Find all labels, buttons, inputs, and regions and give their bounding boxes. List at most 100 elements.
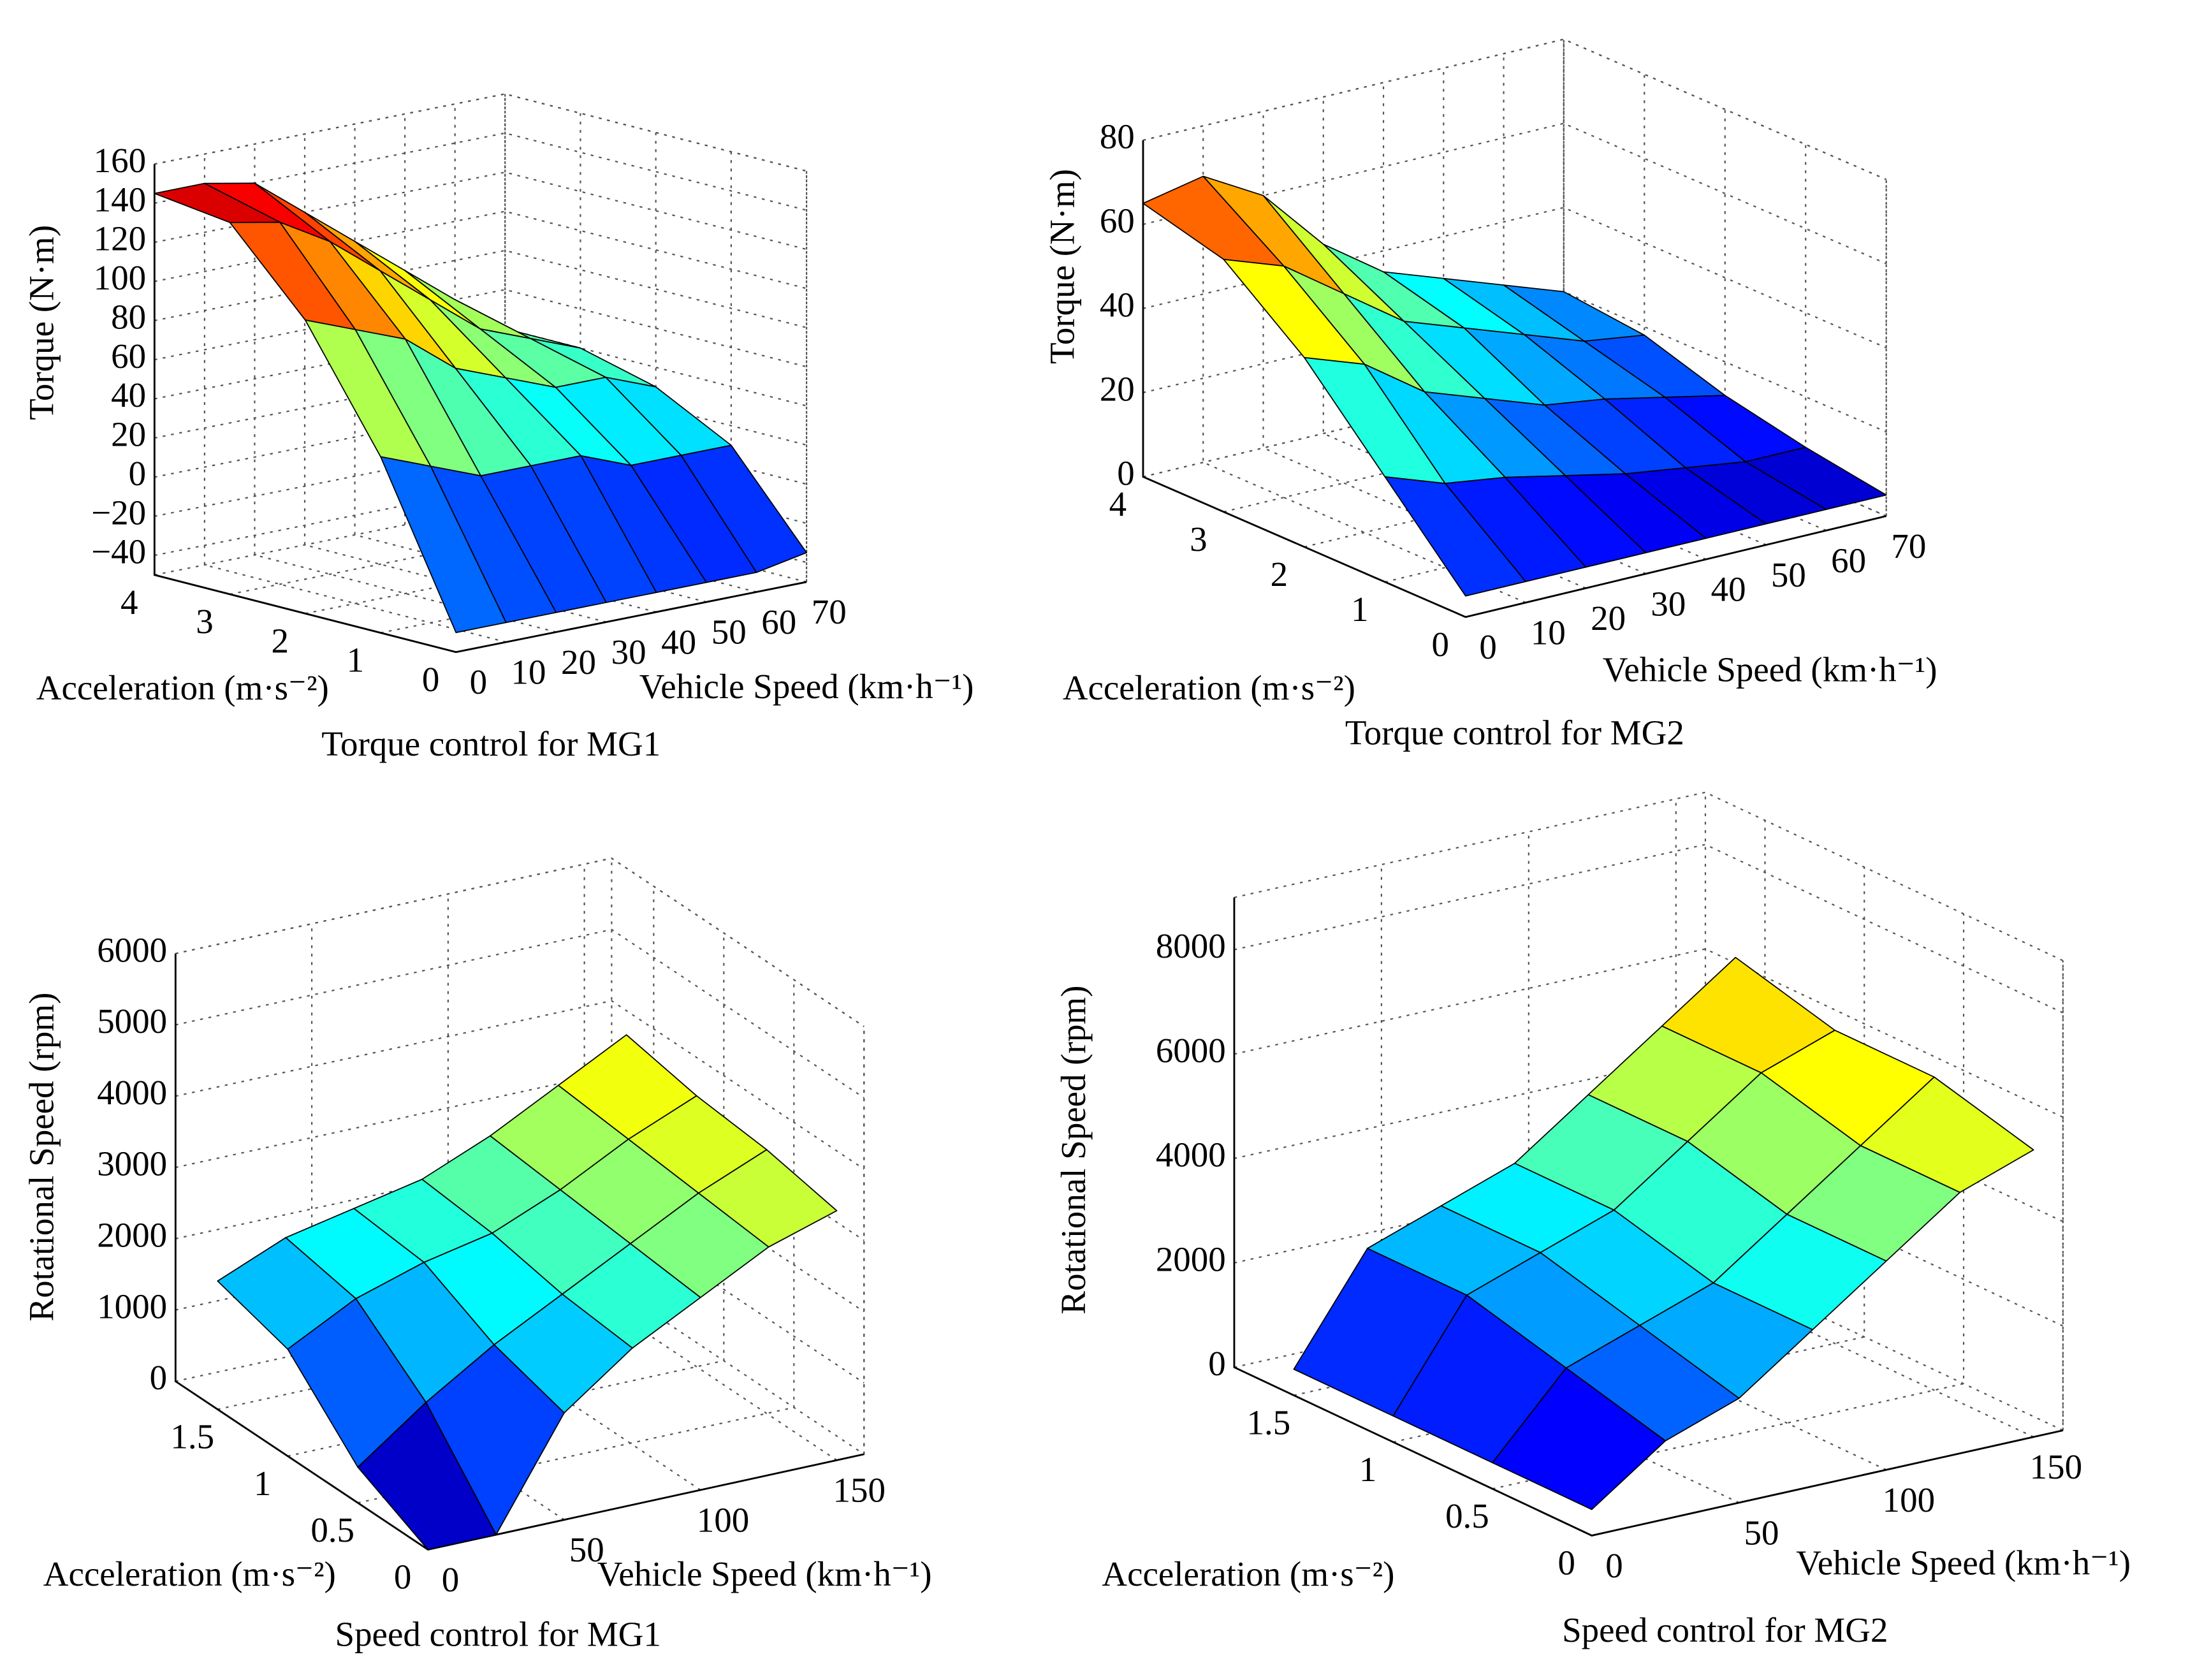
chart-title: Torque control for MG1 (321, 724, 660, 763)
x-axis-label: Vehicle Speed (km·h⁻¹) (639, 667, 974, 706)
x-tick-label: 50 (711, 613, 747, 652)
x-tick-label: 50 (1771, 555, 1806, 594)
grid-line (154, 328, 807, 407)
z-axis-label: Rotational Speed (rpm) (22, 993, 61, 1322)
y-tick-label: 4 (1109, 485, 1127, 523)
x-tick-label: 20 (1591, 599, 1626, 638)
x-axis-label: Vehicle Speed (km·h⁻¹) (597, 1554, 932, 1593)
z-tick-label: 4000 (1156, 1136, 1226, 1174)
y-tick-label: 1 (1359, 1450, 1376, 1489)
x-tick-label: 0 (1605, 1546, 1623, 1585)
surface-patch (1492, 1367, 1667, 1510)
z-tick-label: 160 (94, 141, 146, 180)
chart-title: Speed control for MG1 (335, 1615, 661, 1654)
grid-line (1234, 1052, 2064, 1223)
grid-line (203, 154, 507, 643)
y-tick-label: 0 (1432, 625, 1449, 664)
x-tick-label: 50 (569, 1530, 604, 1569)
grid-line (154, 132, 807, 211)
grid-line (1380, 865, 1740, 1503)
z-tick-label: 80 (111, 297, 146, 336)
z-tick-label: 100 (94, 258, 146, 297)
grid-line (175, 928, 864, 1099)
z-tick-label: 140 (94, 180, 146, 219)
axis-line (1142, 140, 1887, 618)
grid-line (1223, 74, 1645, 513)
x-tick-label: 150 (833, 1471, 885, 1510)
grid-line (154, 94, 506, 576)
surface-patch (357, 1401, 497, 1551)
x-tick-label: 10 (511, 652, 546, 691)
z-tick-label: 2000 (1156, 1239, 1226, 1278)
z-tick-label: 0 (129, 454, 146, 493)
grid-line (1142, 291, 1887, 433)
y-tick-label: 0 (1557, 1543, 1575, 1582)
x-tick-label: 50 (1744, 1513, 1779, 1552)
z-tick-label: 20 (111, 415, 146, 454)
x-tick-label: 40 (1711, 570, 1746, 609)
z-tick-label: 5000 (97, 1002, 167, 1041)
x-axis-label: Vehicle Speed (km·h⁻¹) (1796, 1543, 2131, 1582)
grid-line (175, 857, 864, 1027)
x-tick-label: 60 (761, 603, 796, 641)
y-axis-label: Acceleration (m·s⁻²) (36, 668, 329, 707)
axis-line (174, 953, 864, 1551)
grid-line (154, 93, 807, 172)
z-axis-label: Torque (N·m) (1043, 169, 1082, 364)
x-tick-label: 30 (1651, 584, 1686, 623)
grid-line (1234, 844, 2064, 1014)
z-tick-label: −20 (91, 493, 146, 532)
z-tick-label: 4000 (97, 1073, 167, 1112)
z-tick-label: 1000 (97, 1287, 167, 1326)
z-tick-label: 3000 (97, 1144, 167, 1183)
y-tick-label: 1 (1351, 590, 1368, 629)
z-tick-label: 6000 (1156, 1031, 1226, 1070)
z-tick-label: 0 (1117, 453, 1134, 492)
x-tick-label: 10 (1531, 613, 1566, 652)
x-tick-label: 0 (442, 1560, 459, 1599)
y-tick-label: 0.5 (310, 1510, 354, 1549)
grid-line (154, 367, 807, 446)
axis-line (153, 164, 807, 654)
y-tick-label: 3 (1190, 520, 1207, 559)
z-tick-label: 60 (111, 337, 146, 376)
x-tick-label: 30 (611, 632, 646, 671)
x-tick-label: 20 (561, 643, 596, 682)
x-tick-label: 0 (1479, 627, 1496, 666)
grid-line (1142, 122, 1887, 265)
x-tick-label: 100 (697, 1500, 749, 1539)
z-tick-label: 120 (94, 219, 146, 258)
chart-title: Torque control for MG2 (1345, 713, 1684, 752)
z-tick-label: 0 (1208, 1344, 1225, 1383)
grid-line (1142, 38, 1887, 180)
z-tick-label: 80 (1100, 117, 1135, 156)
surface-patch (380, 456, 507, 633)
y-tick-label: 4 (120, 583, 138, 622)
x-tick-label: 40 (661, 622, 696, 661)
z-tick-label: 40 (1100, 286, 1135, 325)
x-axis-label: Vehicle Speed (km·h⁻¹) (1603, 650, 1937, 689)
box-edge (154, 93, 807, 172)
y-tick-label: 3 (196, 602, 213, 641)
y-axis-label: Acceleration (m·s⁻²) (43, 1554, 336, 1593)
x-tick-label: 0 (470, 662, 487, 701)
box-edge (1234, 791, 2064, 961)
y-tick-label: 0.5 (1445, 1496, 1489, 1535)
grid-line (1675, 799, 2034, 1438)
grid-line (1234, 948, 2064, 1118)
box-edge (1142, 38, 1887, 180)
x-tick-label: 70 (812, 592, 847, 631)
y-tick-label: 2 (271, 621, 288, 660)
axis-line (1233, 897, 2064, 1537)
grid-line (175, 1000, 864, 1170)
y-tick-label: 1 (254, 1464, 271, 1503)
grid-line (230, 113, 581, 595)
y-axis-label: Acceleration (m·s⁻²) (1063, 668, 1355, 707)
z-tick-label: 6000 (97, 930, 167, 969)
x-tick-label: 100 (1883, 1480, 1935, 1519)
y-tick-label: 2 (1271, 555, 1288, 594)
x-tick-label: 150 (2030, 1447, 2082, 1486)
z-tick-label: 0 (150, 1358, 167, 1397)
z-tick-label: 8000 (1156, 926, 1226, 965)
